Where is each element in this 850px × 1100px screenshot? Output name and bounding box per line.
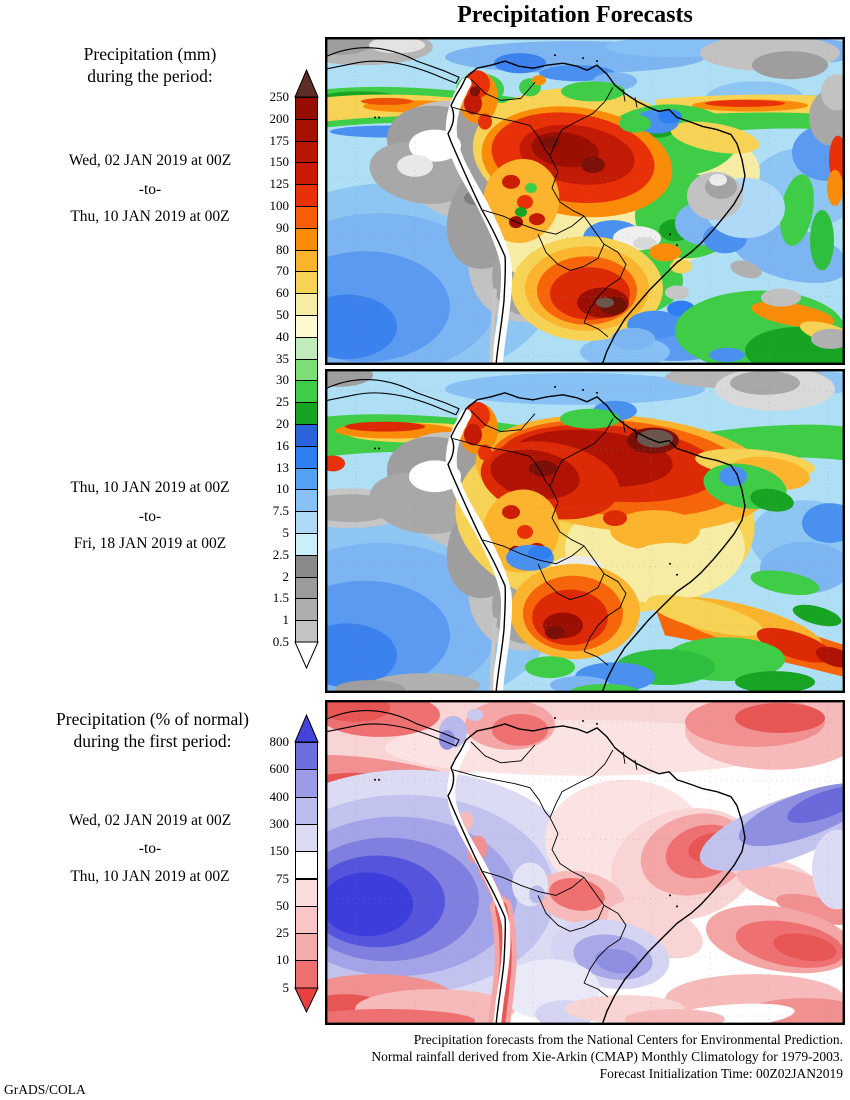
colorbar-tick-label: 10: [276, 952, 289, 968]
colorbar-segment: [295, 402, 318, 425]
colorbar-tick-label: 175: [269, 132, 290, 148]
colorbar-tick-label: 75: [276, 870, 289, 886]
panel3-date-end: Thu, 10 JAN 2019 at 00Z: [70, 868, 230, 885]
colorbar-segment: [295, 467, 318, 491]
colorbar-segment: [295, 742, 318, 771]
panel3-header-line1: Precipitation (% of normal): [56, 709, 249, 729]
colorbar-segment: [295, 227, 318, 251]
colorbar-tick-label: 1: [282, 612, 290, 628]
colorbar-segment: [295, 293, 318, 316]
panel1-header-line2: during the period:: [87, 66, 213, 86]
colorbar-tick-label: 40: [276, 328, 289, 344]
colorbar-tick-label: 300: [269, 815, 290, 831]
colorbar-bottom-arrow: [294, 987, 319, 1013]
colorbar-segment: [295, 358, 318, 382]
colorbar-tick-label: 150: [269, 843, 290, 859]
colorbar-tick-label: 60: [276, 285, 289, 301]
footer-line1: Precipitation forecasts from the Nationa…: [413, 1032, 843, 1047]
panel3-header-line2: during the first period:: [73, 731, 232, 751]
colorbar-tick-label: 5: [282, 979, 290, 995]
colorbar-tick-label: 1.5: [272, 590, 289, 606]
colorbar-segment: [295, 140, 318, 164]
colorbar-segment: [295, 554, 318, 578]
colorbar-tick-label: 400: [269, 788, 290, 804]
colorbar-tick-label: 250: [269, 89, 290, 104]
colorbar-tick-label: 30: [276, 372, 289, 388]
panel3-date-start: Wed, 02 JAN 2019 at 00Z: [68, 812, 232, 829]
colorbar-segment: [295, 97, 318, 120]
colorbar-segment: [295, 878, 318, 907]
colorbar-top-arrow: [294, 68, 319, 98]
panel2-date-end: Fri, 18 JAN 2019 at 00Z: [73, 535, 227, 552]
colorbar-tick-label: 16: [276, 437, 289, 453]
precip-mm-map-period2: [325, 369, 845, 693]
colorbar-tick-label: 13: [276, 459, 289, 475]
colorbar-segment: [295, 823, 318, 853]
colorbar-tick-label: 70: [276, 263, 289, 279]
colorbar-segment: [295, 271, 318, 295]
footer-line2: Normal rainfall derived from Xie-Arkin (…: [371, 1049, 843, 1064]
colorbar-tick-label: 25: [276, 394, 289, 410]
colorbar-segment: [295, 796, 318, 825]
colorbar-tick-label: 0.5: [272, 634, 289, 649]
colorbar-tick-label: 50: [276, 897, 289, 913]
precip-percent-normal-map: [325, 700, 845, 1025]
colorbar-tick-label: 20: [276, 416, 289, 431]
panel2-date-separator: -to-: [138, 508, 162, 525]
colorbar-tick-label: 25: [276, 925, 289, 941]
colorbar-segment: [295, 905, 318, 935]
colorbar-segment: [295, 511, 318, 534]
colorbar-segment: [295, 445, 318, 469]
colorbar-segment: [295, 206, 318, 229]
page-title: Precipitation Forecasts: [457, 2, 693, 28]
panel3-date-separator: -to-: [138, 840, 162, 857]
panel1-date-start: Wed, 02 JAN 2019 at 00Z: [68, 152, 232, 169]
colorbar-segment: [295, 620, 318, 643]
panel1-date-end: Thu, 10 JAN 2019 at 00Z: [70, 208, 230, 225]
precip-mm-map-period1: [325, 37, 845, 365]
colorbar-segment: [295, 162, 318, 186]
colorbar-tick-label: 50: [276, 307, 289, 322]
colorbar-segment: [295, 489, 318, 513]
colorbar-tick-label: 100: [269, 198, 290, 213]
colorbar-segment: [295, 769, 318, 798]
colorbar-bottom-arrow: [294, 641, 319, 670]
colorbar-tick-label: 5: [282, 525, 290, 540]
colorbar-tick-label: 10: [276, 481, 289, 497]
colorbar-segment: [295, 576, 318, 600]
panel1-date-separator: -to-: [138, 181, 162, 198]
panel2-date-start: Thu, 10 JAN 2019 at 00Z: [70, 479, 230, 496]
colorbar-tick-label: 35: [276, 350, 289, 366]
colorbar-tick-label: 2: [282, 568, 290, 584]
panel1-header-line1: Precipitation (mm): [83, 44, 217, 64]
colorbar-segment: [295, 380, 318, 404]
colorbar-tick-label: 90: [276, 219, 289, 235]
colorbar-tick-label: 600: [269, 761, 290, 777]
colorbar-tick-label: 125: [269, 176, 290, 192]
colorbar-tick-label: 150: [269, 154, 290, 170]
colorbar-tick-label: 80: [276, 241, 289, 257]
colorbar-segment: [295, 315, 318, 338]
colorbar-segment: [295, 249, 318, 273]
colorbar-segment: [295, 598, 318, 622]
colorbar-tick-label: 200: [269, 110, 290, 126]
colorbar-segment: [295, 184, 318, 207]
colorbar-segment: [295, 336, 318, 360]
colorbar-segment: [295, 851, 318, 880]
colorbar-segment: [295, 933, 318, 962]
colorbar-tick-label: 800: [269, 734, 290, 749]
grads-cola-credit: GrADS/COLA: [4, 1082, 86, 1097]
colorbar-segment: [295, 960, 318, 989]
colorbar-segment: [295, 533, 318, 556]
colorbar-segment: [295, 118, 318, 142]
colorbar-segment: [295, 424, 318, 447]
colorbar-tick-label: 7.5: [272, 503, 289, 519]
footer-line3: Forecast Initialization Time: 00Z02JAN20…: [599, 1066, 843, 1081]
colorbar-tick-label: 2.5: [272, 546, 289, 562]
colorbar-top-arrow: [294, 713, 319, 743]
